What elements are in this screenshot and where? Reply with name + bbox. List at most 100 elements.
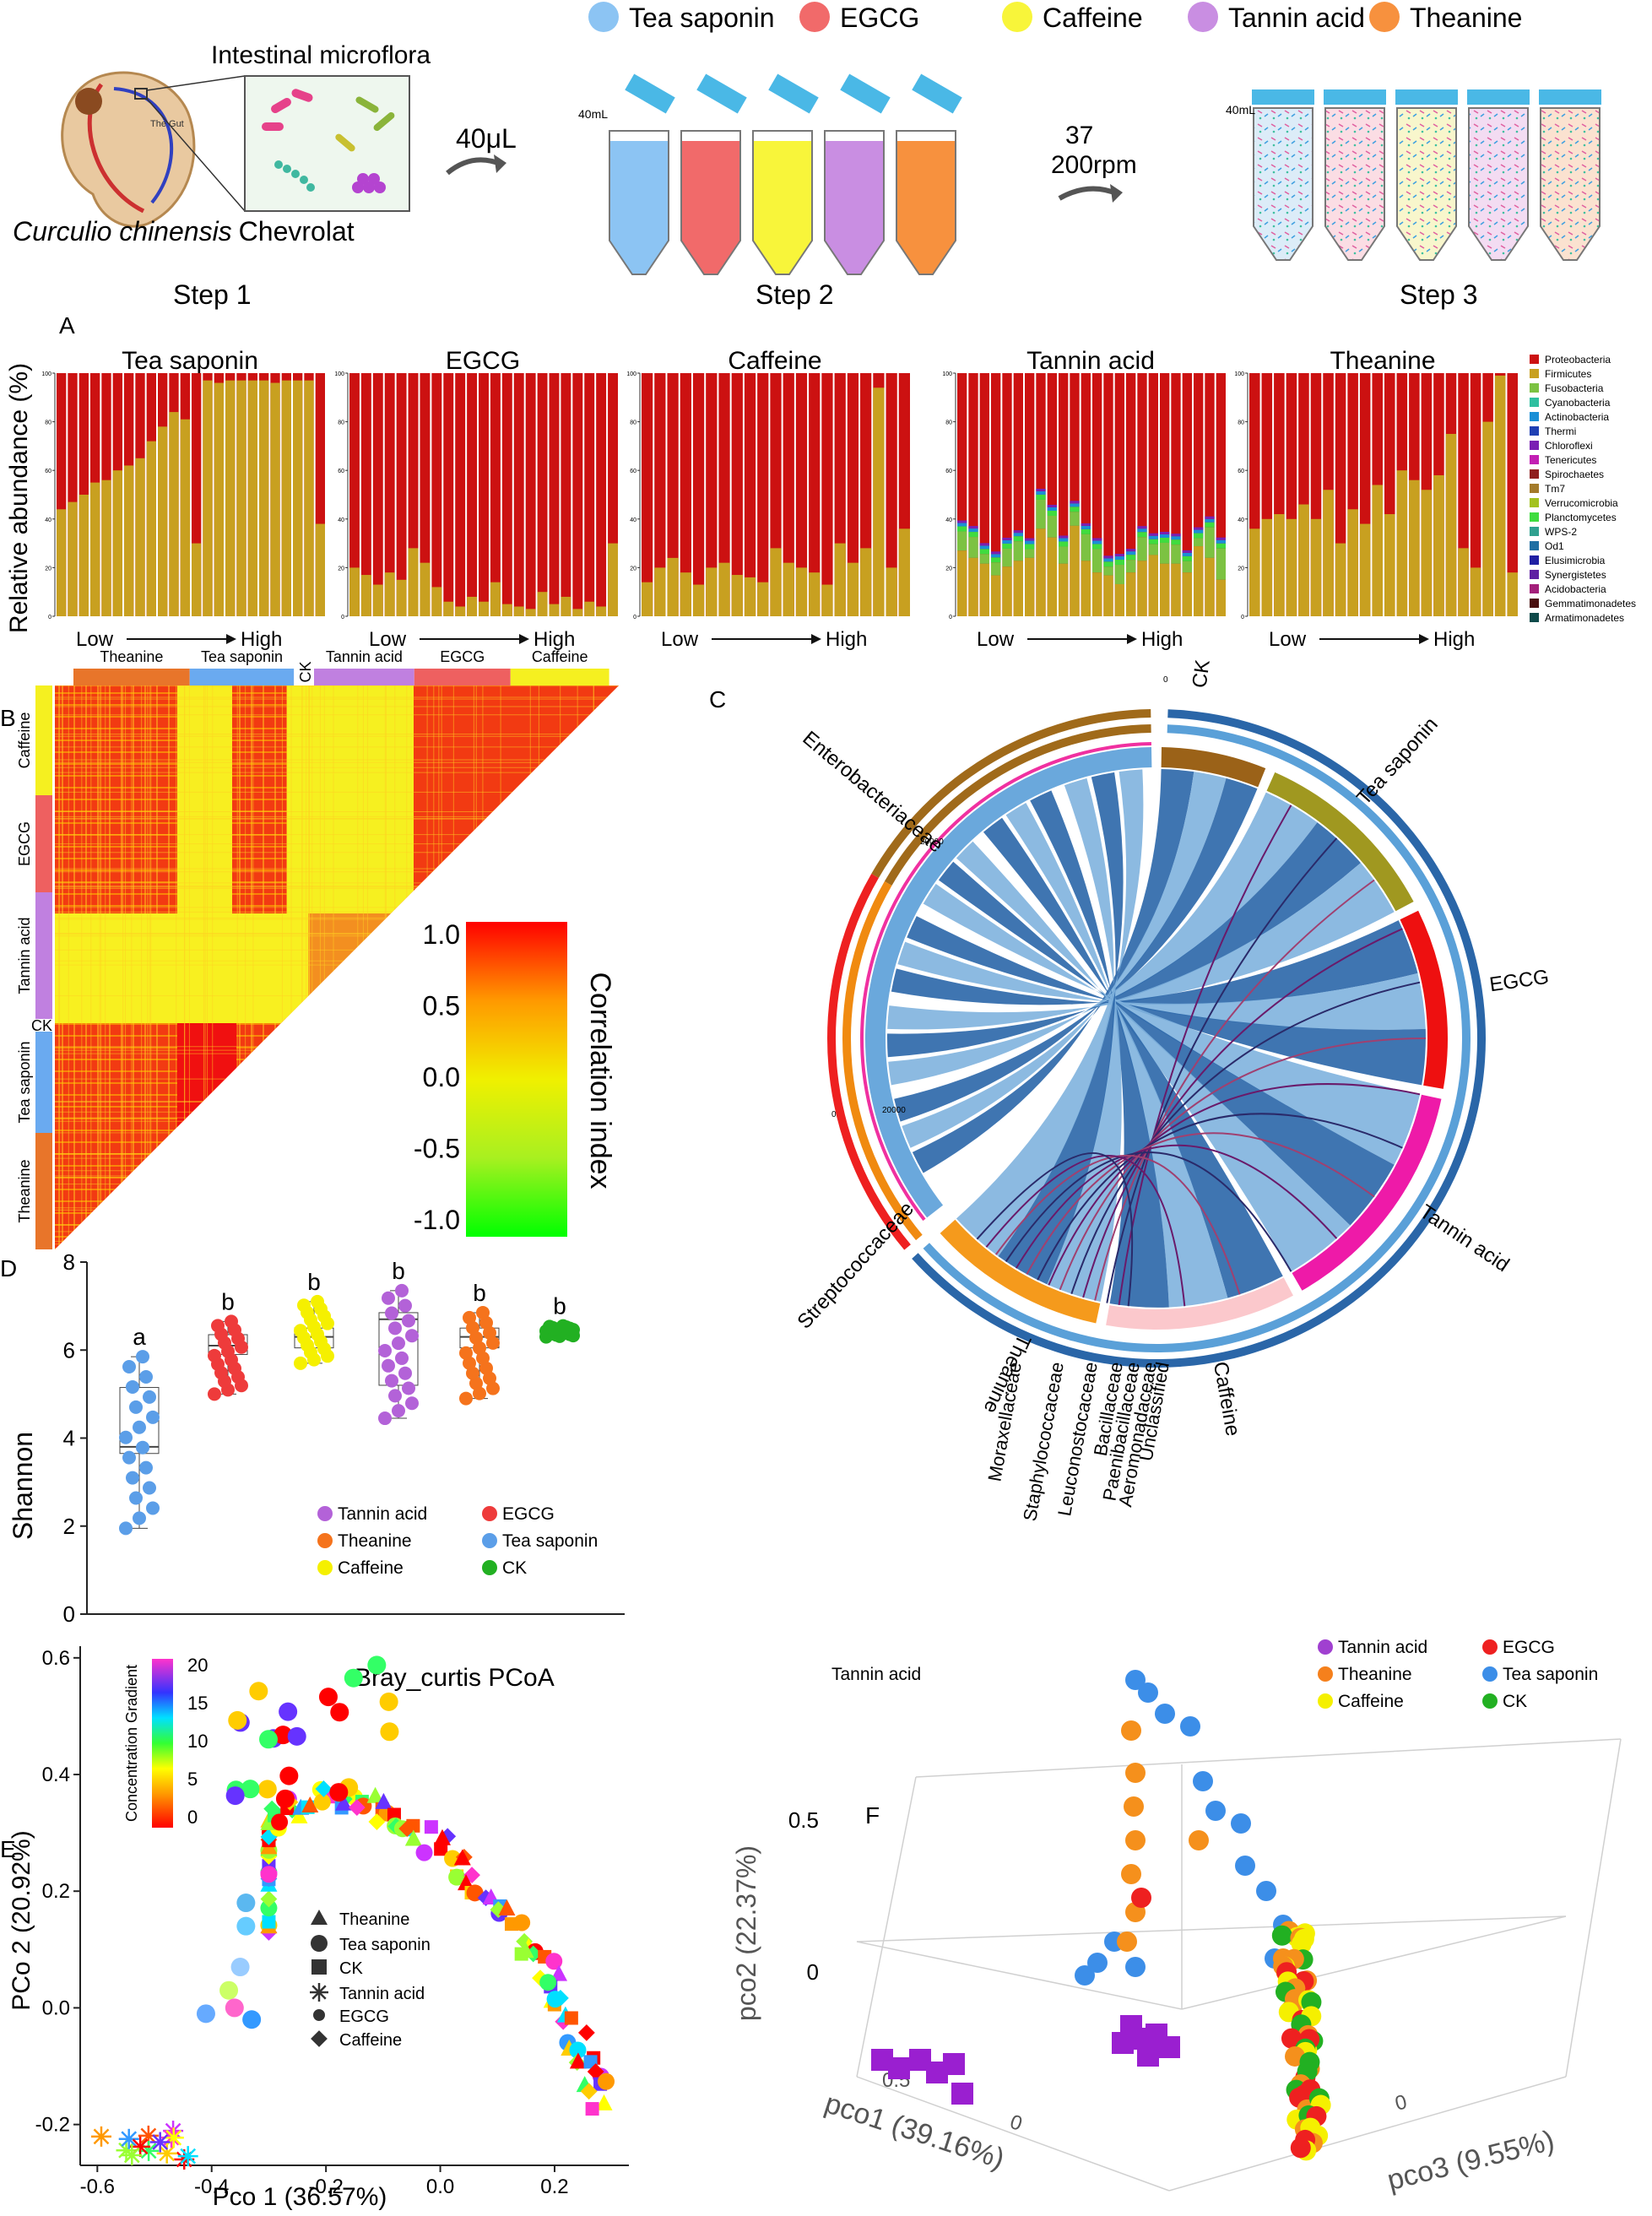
phylum-swatch-12 (1530, 527, 1539, 536)
tube-liquid-0 (609, 141, 669, 274)
bar-firmicutes-2-18 (873, 387, 885, 616)
chart-ytick-label-4-0: 0 (1241, 615, 1244, 620)
bar-proteobacteria-3-0 (957, 373, 967, 616)
shape-legend-label-0: Theanine (339, 1910, 409, 1929)
boxplot-ytick-label-2: 4 (63, 1426, 75, 1451)
bar-segment-3-21-4 (1194, 527, 1204, 530)
point-0-4 (143, 1481, 156, 1495)
top-group-label-3: Tannin acid (326, 648, 403, 665)
shape-legend-marker-1 (311, 1935, 328, 1952)
bar-segment-3-0-1 (957, 531, 967, 551)
gradient-tick-0: 20 (187, 1655, 208, 1676)
bar-segment-3-6-0 (1025, 557, 1035, 616)
thin-chord-3 (1082, 928, 1403, 1298)
chart-ytick-label-2-3: 60 (630, 469, 636, 474)
point-0-0 (119, 1521, 133, 1536)
pcoa-point-28 (271, 1813, 289, 1831)
bar-firmicutes-1-22 (608, 543, 618, 616)
chart-ytick-label-2-2: 40 (630, 517, 636, 523)
chart-arrowhead-2 (811, 634, 821, 644)
bar-firmicutes-4-3 (1286, 518, 1297, 616)
chart-ytick-label-1-3: 60 (338, 469, 344, 474)
f-orange-point-1 (1125, 1763, 1146, 1783)
grid-line-7 (856, 1941, 1183, 2010)
f-blue-point-14 (1125, 1957, 1146, 1977)
phylum-swatch-11 (1530, 512, 1539, 522)
panel-b: B Theanine Tea saponin CK Tannin acid EGCG Ca… (0, 648, 619, 1249)
bar-firmicutes-2-10 (770, 548, 782, 616)
f-cluster-point-54 (1290, 2137, 1311, 2159)
phylum-label-2: Fusobacteria (1545, 382, 1604, 394)
bar-segment-3-6-1 (1025, 549, 1035, 558)
pcoa-star-6-3 (140, 2143, 157, 2159)
gradient-label: Concentration Gradient (123, 1665, 140, 1822)
bar-firmicutes-0-7 (135, 458, 145, 616)
point-3-4 (402, 1381, 415, 1395)
phylum-swatch-10 (1530, 498, 1539, 507)
pcoa-point-40 (313, 1793, 331, 1811)
point-0-8 (136, 1440, 149, 1455)
bar-segment-3-5-2 (1013, 536, 1023, 542)
bar-segment-3-17-3 (1148, 535, 1158, 539)
bar-segment-3-5-1 (1013, 541, 1023, 561)
bar-firmicutes-1-14 (513, 606, 524, 616)
bar-segment-3-4-1 (1002, 548, 1012, 567)
bar-proteobacteria-3-10 (1070, 373, 1080, 616)
chord-0-1 (902, 772, 1227, 1148)
bar-proteobacteria-1-8 (443, 373, 454, 616)
bar-segment-3-3-2 (991, 557, 1001, 563)
bar-segment-3-15-2 (1126, 555, 1136, 561)
chord-2-2 (907, 916, 1426, 1086)
f-blue-point-0 (1125, 1670, 1146, 1690)
phylum-label-9: Tm7 (1545, 483, 1565, 495)
bar-segment-3-16-0 (1137, 561, 1147, 616)
bar-proteobacteria-1-15 (525, 373, 536, 616)
bar-firmicutes-0-22 (304, 380, 314, 616)
bar-segment-3-22-3 (1205, 518, 1215, 523)
sig-letter-1: b (221, 1288, 235, 1314)
point-3-0 (378, 1411, 392, 1426)
bar-proteobacteria-3-20 (1182, 373, 1192, 616)
bar-firmicutes-0-18 (259, 380, 269, 616)
boxplot-legend-dot-2 (317, 1533, 333, 1548)
pcoa-top-point-2 (241, 1780, 260, 1799)
bar-firmicutes-2-6 (718, 562, 730, 616)
bar-segment-3-18-4 (1160, 531, 1170, 534)
f-purple-point-1 (888, 2057, 910, 2079)
bar-firmicutes-1-18 (561, 596, 571, 616)
pcoa-point-3 (262, 1915, 276, 1929)
panel-b-letter: B (0, 705, 16, 731)
pcoa-top-point-14 (258, 1730, 278, 1749)
bar-segment-3-23-0 (1216, 579, 1226, 616)
arrow-head-step1 (494, 154, 506, 173)
thin-chord-4 (1070, 981, 1421, 1295)
grid-line-8 (1181, 1915, 1567, 2010)
point-3-8 (395, 1351, 409, 1365)
f-purple-point-10 (1112, 2032, 1134, 2054)
arrow-step1 (446, 157, 504, 176)
species-italic: Curculio chinensis (13, 216, 232, 247)
point-3-16 (382, 1291, 395, 1305)
group-arc-4 (1106, 1277, 1293, 1330)
tube-bacteria-1 (1325, 108, 1384, 260)
bar-proteobacteria-2-2 (667, 373, 679, 616)
bar-segment-3-21-2 (1194, 533, 1204, 539)
bar-segment-3-1-1 (968, 537, 978, 558)
bar-firmicutes-1-20 (584, 601, 595, 616)
pcoa-point-117 (580, 2083, 598, 2100)
shape-legend-marker-4 (313, 2009, 325, 2021)
bar-proteobacteria-3-23 (1216, 373, 1226, 616)
bar-segment-3-5-0 (1013, 561, 1023, 616)
bar-firmicutes-0-4 (101, 480, 111, 616)
pcoa-star-13-3 (123, 2147, 140, 2164)
family-label-2: Moraxellaceae (983, 1361, 1025, 1483)
f-legend-label-2: Theanine (1338, 1665, 1412, 1684)
bar-segment-3-1-2 (968, 532, 978, 538)
correlation-colorbar: 1.0 0.5 0.0 -0.5 -1.0 Correlation index (414, 919, 616, 1237)
f-blue-point-2 (1155, 1704, 1175, 1724)
bar-segment-3-6-2 (1025, 544, 1035, 550)
bar-segment-3-17-0 (1148, 555, 1158, 616)
phylum-label-10: Verrucomicrobia (1545, 497, 1618, 509)
phylum-swatch-8 (1530, 469, 1539, 479)
tube-volume-step3: 40mL (1226, 103, 1255, 116)
